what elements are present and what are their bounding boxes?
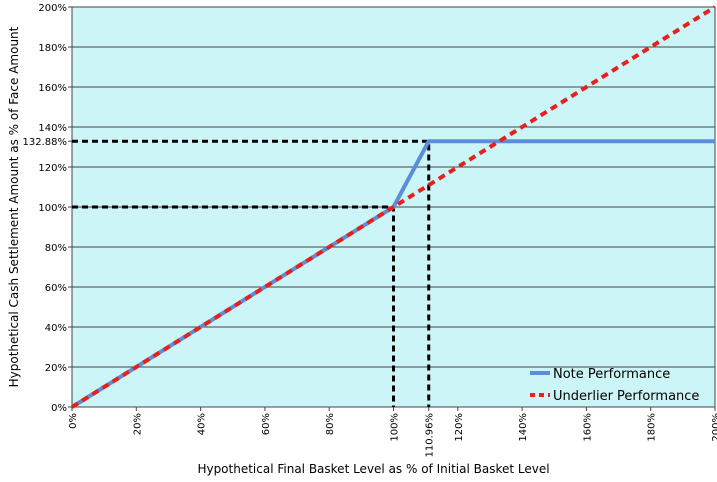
y-axis-ticks: 0% 20% 40% 60% 80% 100% 120% 132.88% 140% 160% 180…	[23, 3, 72, 414]
x-tick-label: 140%	[518, 413, 529, 442]
series-line-underlier-performance	[70, 5, 717, 409]
y-tick-label: 160%	[38, 83, 67, 94]
y-tick-label: 0%	[51, 403, 67, 414]
y-tick-label: 180%	[38, 43, 67, 54]
x-tick-label: 110.96%	[425, 413, 436, 458]
x-tick-label: 180%	[647, 413, 658, 442]
x-tick-label: 60%	[261, 413, 272, 435]
y-tick-label: 100%	[38, 203, 67, 214]
y-axis-title: Hypothetical Cash Settlement Amount as %…	[7, 26, 21, 387]
x-tick-label: 20%	[132, 413, 143, 435]
y-tick-label: 80%	[45, 243, 67, 254]
y-tick-label: 140%	[38, 123, 67, 134]
series-line-note-performance	[70, 139, 715, 409]
x-tick-label: 100%	[390, 413, 401, 442]
series-layer	[70, 5, 717, 409]
x-axis-ticks: 0% 20% 40% 60% 80% 100% 110.96% 120% 140% 160% 180…	[68, 407, 717, 458]
x-tick-label: 40%	[197, 413, 208, 435]
x-tick-label: 0%	[68, 413, 79, 429]
x-tick-label: 80%	[325, 413, 336, 435]
x-tick-label: 200%	[711, 413, 717, 442]
y-tick-label: 60%	[45, 283, 67, 294]
x-axis-title: Hypothetical Final Basket Level as % of …	[197, 462, 549, 476]
x-tick-label: 120%	[454, 413, 465, 442]
x-tick-label: 160%	[582, 413, 593, 442]
gridlines	[72, 46, 715, 368]
legend-label: Note Performance	[553, 367, 670, 382]
y-tick-label: 120%	[38, 163, 67, 174]
legend-label: Underlier Performance	[553, 389, 699, 404]
y-tick-label: 132.88%	[23, 137, 68, 148]
legend: Note Performance Underlier Performance	[530, 367, 699, 404]
reference-line	[72, 139, 431, 407]
y-tick-label: 200%	[38, 3, 67, 14]
y-tick-label: 40%	[45, 323, 67, 334]
y-tick-label: 20%	[45, 363, 67, 374]
